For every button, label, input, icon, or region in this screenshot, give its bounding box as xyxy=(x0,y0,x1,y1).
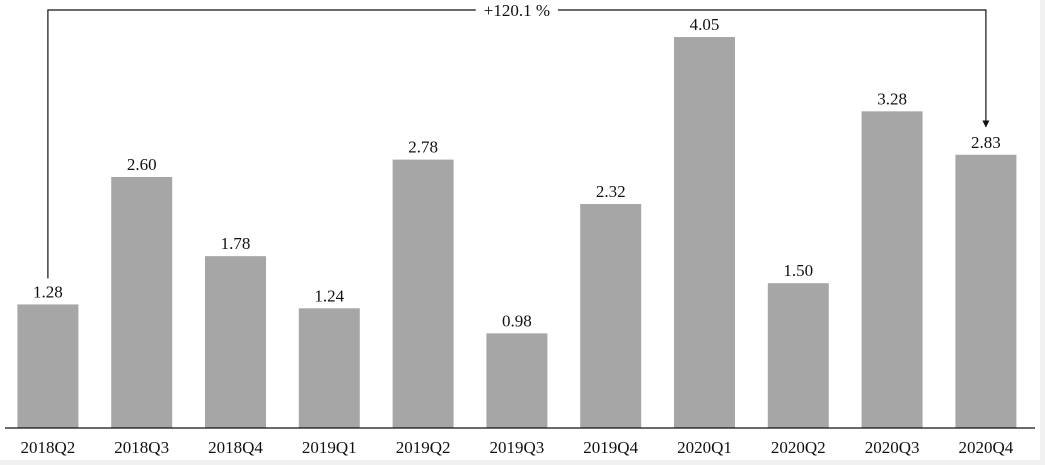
value-label: 1.24 xyxy=(314,286,344,305)
bracket-right xyxy=(558,9,990,128)
x-tick-label: 2019Q4 xyxy=(583,438,638,457)
bar xyxy=(205,256,266,428)
annotation: +120.1 % xyxy=(484,1,550,20)
bar xyxy=(767,283,829,428)
bar xyxy=(392,159,454,429)
value-label: 1.78 xyxy=(221,234,251,253)
x-tick-label: 2018Q4 xyxy=(208,438,263,457)
x-tick-label: 2019Q2 xyxy=(396,438,451,457)
value-label: 2.60 xyxy=(127,155,157,174)
value-label: 4.05 xyxy=(690,15,720,34)
x-tick-label: 2020Q2 xyxy=(771,438,826,457)
value-label: 2.78 xyxy=(408,138,438,157)
x-tick-label: 2020Q4 xyxy=(959,438,1014,457)
bar xyxy=(955,154,1017,428)
bar xyxy=(580,204,642,428)
value-label: 3.28 xyxy=(877,89,907,108)
bar xyxy=(111,176,173,428)
bar xyxy=(486,333,548,428)
value-label: 1.28 xyxy=(33,282,63,301)
x-tick-label: 2019Q3 xyxy=(490,438,545,457)
value-label: 2.32 xyxy=(596,182,626,201)
bar xyxy=(674,37,735,428)
x-tick-label: 2020Q3 xyxy=(865,438,920,457)
bar xyxy=(17,304,79,428)
x-tick-label: 2020Q1 xyxy=(677,438,732,457)
bar xyxy=(861,111,923,429)
x-tick-label: 2019Q1 xyxy=(302,438,357,457)
value-label: 2.83 xyxy=(971,133,1001,152)
x-tick-label: 2018Q3 xyxy=(114,438,169,457)
bar xyxy=(298,308,360,428)
value-label: 1.50 xyxy=(783,261,813,280)
bracket-left xyxy=(47,9,476,279)
x-tick-label: 2018Q2 xyxy=(21,438,76,457)
value-label: 0.98 xyxy=(502,311,532,330)
